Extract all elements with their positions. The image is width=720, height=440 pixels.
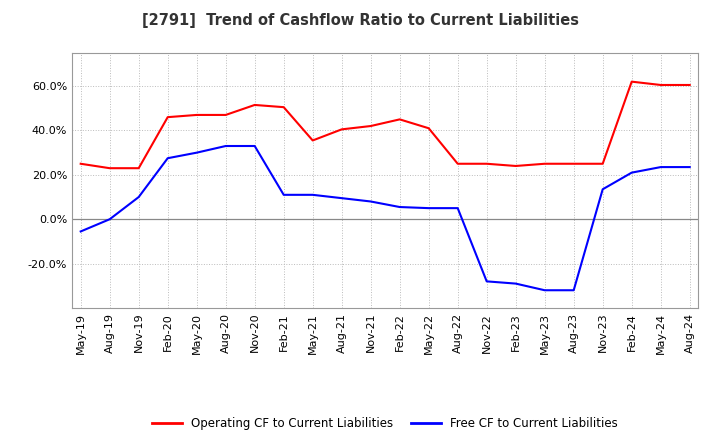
Legend: Operating CF to Current Liabilities, Free CF to Current Liabilities: Operating CF to Current Liabilities, Fre…	[148, 412, 623, 435]
Text: [2791]  Trend of Cashflow Ratio to Current Liabilities: [2791] Trend of Cashflow Ratio to Curren…	[142, 13, 578, 28]
